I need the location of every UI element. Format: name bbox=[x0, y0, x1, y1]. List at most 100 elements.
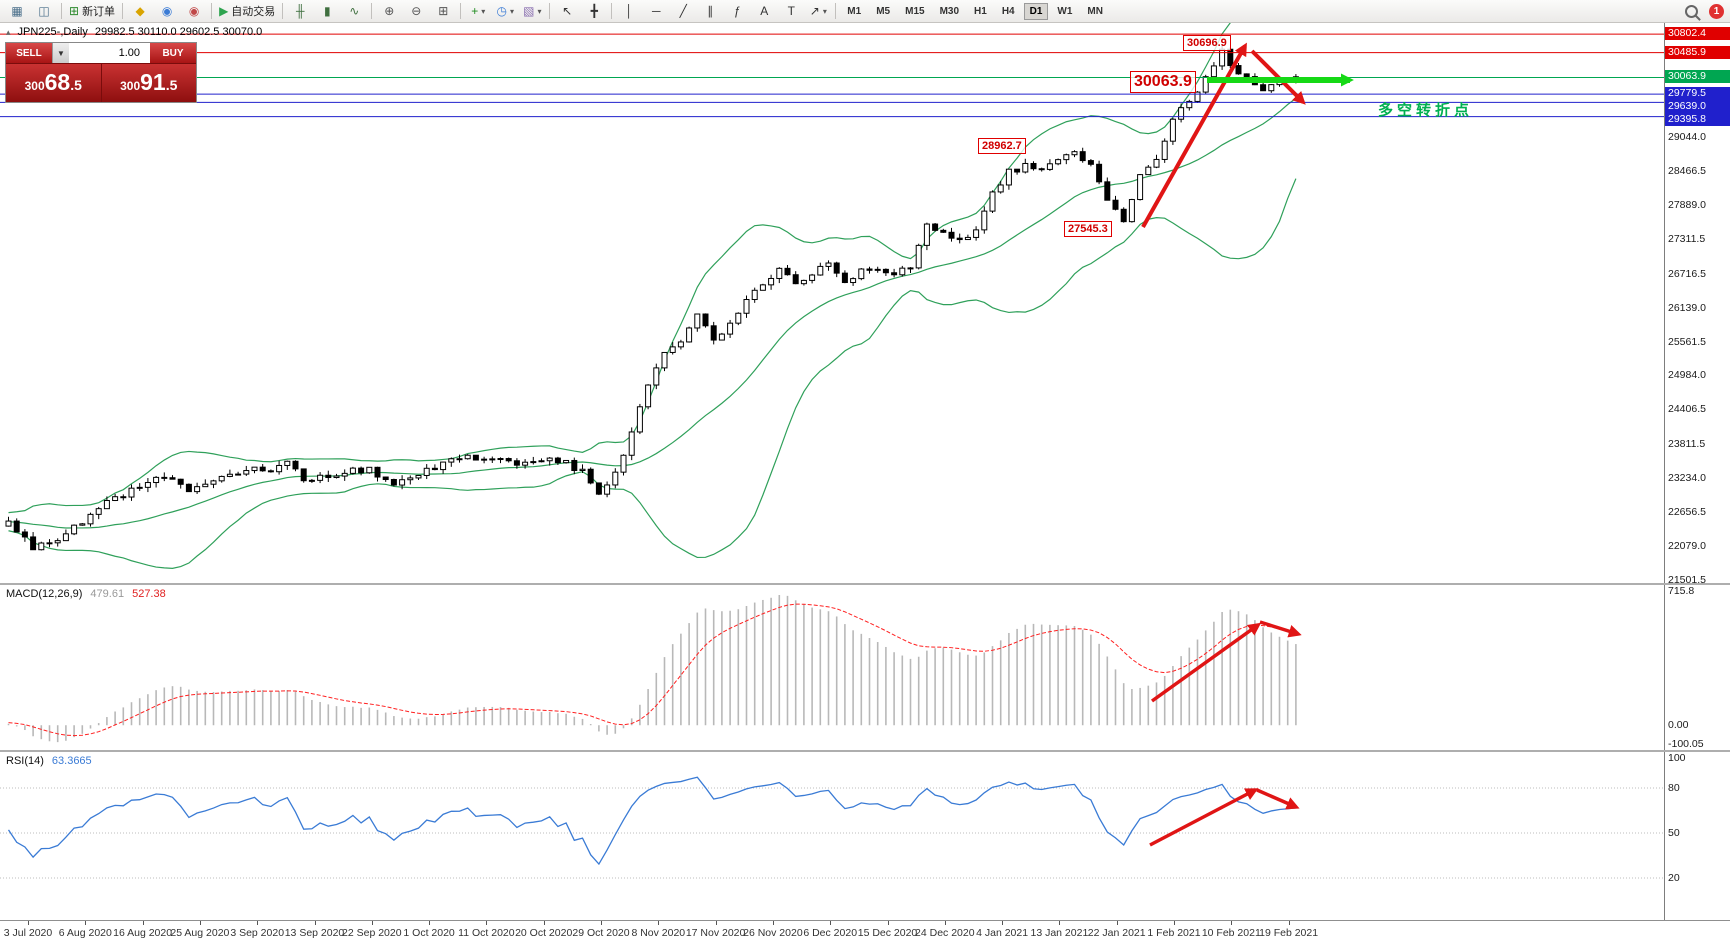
price-tick-label: 22656.5 bbox=[1668, 505, 1706, 518]
toolbar-separator bbox=[460, 3, 462, 19]
rsi-pane[interactable]: RSI(14) 63.3665 bbox=[0, 752, 1664, 920]
templates-icon-caret[interactable]: ▾ bbox=[537, 6, 542, 16]
tf-d1-button[interactable]: D1 bbox=[1023, 2, 1049, 20]
rsi-canvas[interactable] bbox=[0, 752, 1664, 920]
periods-icon-caret[interactable]: ▾ bbox=[510, 6, 515, 16]
rsi-trend-arrow[interactable] bbox=[1256, 788, 1300, 810]
macd-histogram bbox=[7, 595, 1297, 743]
arrows-icon[interactable]: ↗ ▾ bbox=[805, 1, 831, 21]
tf-m15-button[interactable]: M15 bbox=[905, 5, 925, 17]
candlestick-chart-icon: ▮ bbox=[323, 4, 331, 18]
trendline-icon[interactable]: ╱ bbox=[670, 1, 696, 21]
time-label: 17 Nov 2020 bbox=[685, 927, 746, 939]
cursor-icon[interactable]: ↖ bbox=[554, 1, 580, 21]
tf-mn-button[interactable]: MN bbox=[1087, 5, 1103, 17]
collapse-one-click-icon[interactable]: ▴ bbox=[6, 26, 11, 37]
tf-h1-button[interactable]: H1 bbox=[974, 5, 987, 17]
indicators-icon: + bbox=[471, 4, 479, 18]
time-tick bbox=[543, 921, 545, 925]
tick-chart-icon[interactable]: ◫ bbox=[31, 1, 57, 21]
new-order-button-label: 新订单 bbox=[82, 6, 116, 18]
price-axis[interactable]: 29044.0 28466.5 27889.0 27311.5 26716.5 26139… bbox=[1664, 23, 1730, 920]
sell-price[interactable]: 300 68.5 bbox=[6, 64, 101, 102]
pane-splitter[interactable] bbox=[0, 583, 1730, 585]
bar-chart-icon[interactable]: ╫ bbox=[287, 1, 313, 21]
vertical-line-icon[interactable]: │ bbox=[616, 1, 642, 21]
time-tick bbox=[371, 921, 373, 925]
bar-chart-icon: ╫ bbox=[296, 4, 305, 18]
time-axis[interactable]: 3 Jul 2020 6 Aug 2020 16 Aug 2020 25 Aug 20… bbox=[0, 921, 1730, 941]
horizontal-line-icon[interactable]: ─ bbox=[643, 1, 669, 21]
main-chart-pane[interactable]: 30696.9 30063.9 28962.7 27545.3 多空转折点 ▴ JPN2… bbox=[0, 23, 1664, 583]
zoom-out-icon[interactable]: ⊖ bbox=[403, 1, 429, 21]
buy-button[interactable]: BUY bbox=[150, 43, 196, 63]
rsi-axis-label: 20 bbox=[1668, 872, 1680, 884]
time-axis-border bbox=[0, 920, 1730, 921]
drawn-annotations[interactable] bbox=[1141, 42, 1354, 228]
price-tick-label: 27889.0 bbox=[1668, 199, 1706, 211]
main-chart-canvas[interactable] bbox=[0, 23, 1664, 583]
macd-name: MACD(12,26,9) bbox=[6, 588, 83, 600]
vertical-line-icon: │ bbox=[625, 4, 634, 18]
templates-icon[interactable]: ▧ ▾ bbox=[519, 1, 545, 21]
macd-trend-arrow[interactable] bbox=[1150, 622, 1262, 703]
rsi-value: 63.3665 bbox=[51, 755, 92, 767]
fibonacci-icon[interactable]: ƒ bbox=[724, 1, 750, 21]
macd-pane[interactable]: MACD(12,26,9) 479.61 527.38 bbox=[0, 585, 1664, 750]
label-icon[interactable]: T bbox=[778, 1, 804, 21]
rsi-axis-label: 100 bbox=[1668, 752, 1686, 764]
candlestick-chart-icon[interactable]: ▮ bbox=[314, 1, 340, 21]
text-icon[interactable]: A bbox=[751, 1, 777, 21]
toolbar-separator bbox=[835, 3, 837, 19]
macd-canvas[interactable] bbox=[0, 585, 1664, 750]
trade-mode-dropdown[interactable]: ▼ bbox=[52, 43, 69, 63]
time-tick bbox=[257, 921, 259, 925]
price-tick-label: 28466.5 bbox=[1668, 165, 1706, 178]
tf-m1-button[interactable]: M1 bbox=[847, 5, 862, 17]
time-label: 16 Aug 2020 bbox=[113, 927, 173, 939]
macd-label: MACD(12,26,9) 479.61 527.38 bbox=[6, 588, 166, 600]
indicators-icon[interactable]: + ▾ bbox=[465, 1, 491, 21]
zoom-in-icon[interactable]: ⊕ bbox=[376, 1, 402, 21]
metaeditor-icon: ◆ bbox=[135, 4, 145, 18]
chart-window-icon[interactable]: ▦ bbox=[4, 1, 30, 21]
crosshair-icon[interactable]: ╋ bbox=[581, 1, 607, 21]
metaeditor-icon[interactable]: ◆ bbox=[127, 1, 153, 21]
toolbar: ▦ ◫ ⊞ 新订单 ◆ ◉ ◉ ▶ 自动交易 ╫ ▮ ∿ ⊕ ⊖ ⊞ + ▾ ◷ ▾ ▧ ▾ ↖ ╋ │ ─ ╱ ∥ ƒ A T ↗ ▾ M1 M… bbox=[0, 0, 1730, 23]
pane-splitter[interactable] bbox=[0, 750, 1730, 752]
sell-button[interactable]: SELL bbox=[6, 43, 52, 63]
candlesticks bbox=[5, 45, 1299, 551]
periods-icon[interactable]: ◷ ▾ bbox=[492, 1, 518, 21]
tf-m30-button[interactable]: M30 bbox=[939, 5, 960, 17]
signals-icon[interactable]: ◉ bbox=[181, 1, 207, 21]
channel-icon[interactable]: ∥ bbox=[697, 1, 723, 21]
time-label: 24 Dec 2020 bbox=[915, 927, 975, 939]
time-tick bbox=[1288, 921, 1290, 925]
price-tick-label: 27311.5 bbox=[1668, 232, 1706, 245]
horizontal-level-lines[interactable] bbox=[0, 33, 1664, 118]
time-label: 11 Oct 2020 bbox=[458, 927, 515, 939]
search-icon[interactable] bbox=[1685, 4, 1698, 18]
line-chart-icon[interactable]: ∿ bbox=[341, 1, 367, 21]
tile-windows-icon[interactable]: ⊞ bbox=[430, 1, 456, 21]
indicators-icon-caret[interactable]: ▾ bbox=[481, 6, 486, 16]
macd-trend-arrow[interactable] bbox=[1259, 620, 1302, 638]
tf-h4-button[interactable]: H4 bbox=[1001, 5, 1015, 17]
market-icon[interactable]: ◉ bbox=[154, 1, 180, 21]
volume-input[interactable] bbox=[69, 43, 150, 63]
rsi-trend-arrow[interactable] bbox=[1149, 788, 1259, 847]
tf-m5-button[interactable]: M5 bbox=[876, 5, 891, 17]
notification-badge[interactable]: 1 bbox=[1709, 3, 1724, 19]
time-tick bbox=[830, 921, 832, 925]
time-tick bbox=[199, 921, 201, 925]
label-icon: T bbox=[787, 4, 795, 18]
buy-price[interactable]: 300 91.5 bbox=[100, 64, 196, 102]
new-order-button[interactable]: ⊞ 新订单 bbox=[66, 1, 118, 21]
arrows-icon-caret[interactable]: ▾ bbox=[822, 6, 827, 16]
price-digits: .5 bbox=[165, 77, 178, 93]
auto-trading-button[interactable]: ▶ 自动交易 bbox=[216, 1, 278, 21]
price-tick-label: 23234.0 bbox=[1668, 472, 1706, 485]
tf-w1-button[interactable]: W1 bbox=[1057, 5, 1073, 17]
crosshair-icon: ╋ bbox=[590, 4, 598, 18]
